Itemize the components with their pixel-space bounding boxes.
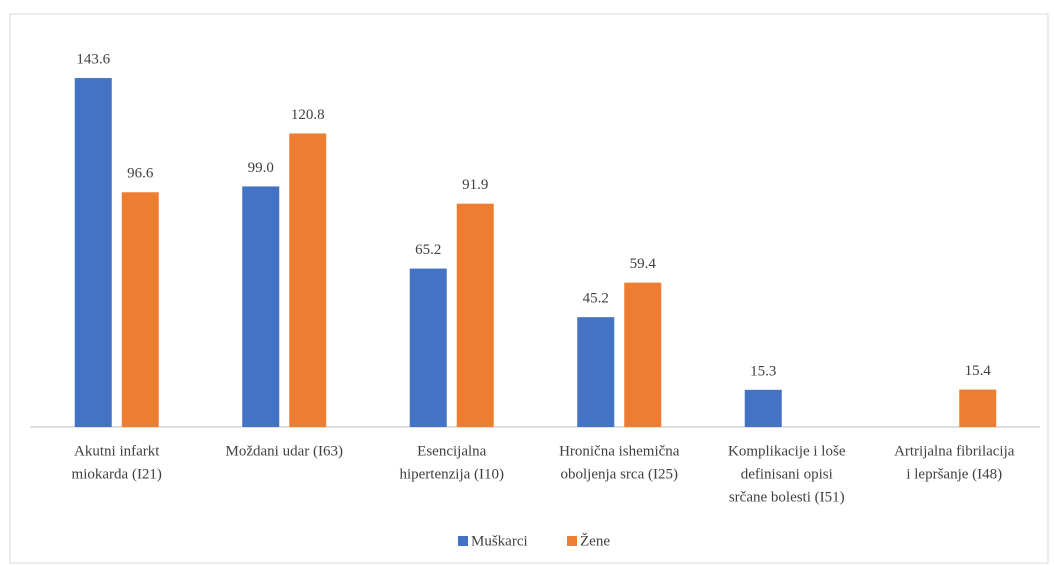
legend-label: Muškarci bbox=[471, 533, 528, 549]
value-label: 45.2 bbox=[583, 291, 609, 307]
legend-label: Žene bbox=[580, 532, 610, 549]
x-tick-label: miokarda (I21) bbox=[72, 466, 162, 482]
value-label: 91.9 bbox=[462, 177, 488, 193]
bar bbox=[121, 192, 159, 427]
bar bbox=[624, 282, 662, 427]
x-tick-label: i lepršanje (I48) bbox=[906, 466, 1002, 482]
x-tick-label: Moždani udar (I63) bbox=[226, 443, 343, 459]
x-tick-label: Esencijalna bbox=[417, 443, 486, 459]
value-label: 65.2 bbox=[415, 242, 441, 258]
x-tick-label: definisani opisi bbox=[741, 466, 833, 482]
legend-swatch bbox=[458, 536, 468, 546]
value-label: 59.4 bbox=[630, 256, 657, 272]
bar bbox=[289, 133, 327, 427]
value-label: 120.8 bbox=[291, 107, 325, 123]
chart-frame bbox=[9, 13, 1049, 564]
bar bbox=[74, 78, 112, 427]
x-tick-label: srčane bolesti (I51) bbox=[729, 489, 845, 505]
x-tick-label: oboljenja srca (I25) bbox=[561, 466, 678, 482]
value-label: 143.6 bbox=[76, 51, 110, 67]
x-tick-label: Artrijalna fibrilacija bbox=[894, 443, 1015, 459]
x-tick-label: Akutni infarkt bbox=[74, 443, 160, 459]
x-tick-label: Hronična ishemična bbox=[559, 443, 680, 459]
value-label: 96.6 bbox=[127, 166, 154, 182]
bar bbox=[242, 186, 280, 427]
bar bbox=[577, 317, 615, 427]
bar bbox=[959, 389, 997, 427]
x-tick-label: Komplikacije i loše bbox=[728, 443, 846, 459]
value-label: 99.0 bbox=[248, 160, 274, 176]
bar bbox=[456, 203, 494, 427]
x-tick-label: hipertenzija (I10) bbox=[399, 466, 504, 482]
bar bbox=[409, 268, 447, 427]
legend-swatch bbox=[567, 536, 577, 546]
value-label: 15.3 bbox=[750, 363, 776, 379]
value-label: 15.4 bbox=[965, 363, 992, 379]
bar bbox=[744, 389, 782, 427]
